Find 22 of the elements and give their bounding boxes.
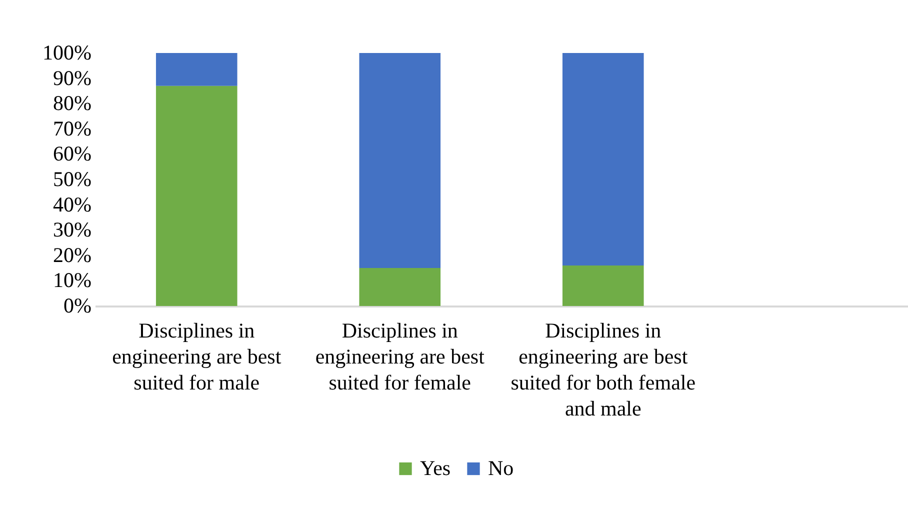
legend-label: No bbox=[488, 456, 514, 480]
y-tick-label: 70% bbox=[53, 116, 92, 140]
x-tick-label: Disciplines in engineering are best suited for both female and male bbox=[510, 318, 696, 420]
x-tick-label: Disciplines in engineering are best suited for female bbox=[315, 318, 485, 394]
y-tick-label: 60% bbox=[53, 142, 92, 166]
y-tick-label: 50% bbox=[53, 167, 92, 191]
bar bbox=[359, 268, 441, 306]
y-tick-label: 20% bbox=[53, 242, 92, 267]
y-tick-label: 30% bbox=[53, 218, 92, 242]
y-tick-label: 100% bbox=[42, 40, 92, 64]
bar bbox=[562, 53, 644, 266]
bar bbox=[156, 86, 238, 306]
y-tick-label: 40% bbox=[53, 192, 92, 216]
y-tick-label: 10% bbox=[53, 268, 92, 292]
y-tick-label: 90% bbox=[53, 66, 92, 90]
bar bbox=[562, 266, 644, 306]
legend-label: Yes bbox=[420, 456, 451, 480]
bar bbox=[359, 53, 441, 268]
bar bbox=[156, 53, 238, 86]
x-tick-label: Disciplines in engineering are best suited for male bbox=[112, 318, 282, 394]
y-tick-label: 80% bbox=[53, 91, 92, 116]
y-tick-label: 0% bbox=[64, 294, 92, 318]
